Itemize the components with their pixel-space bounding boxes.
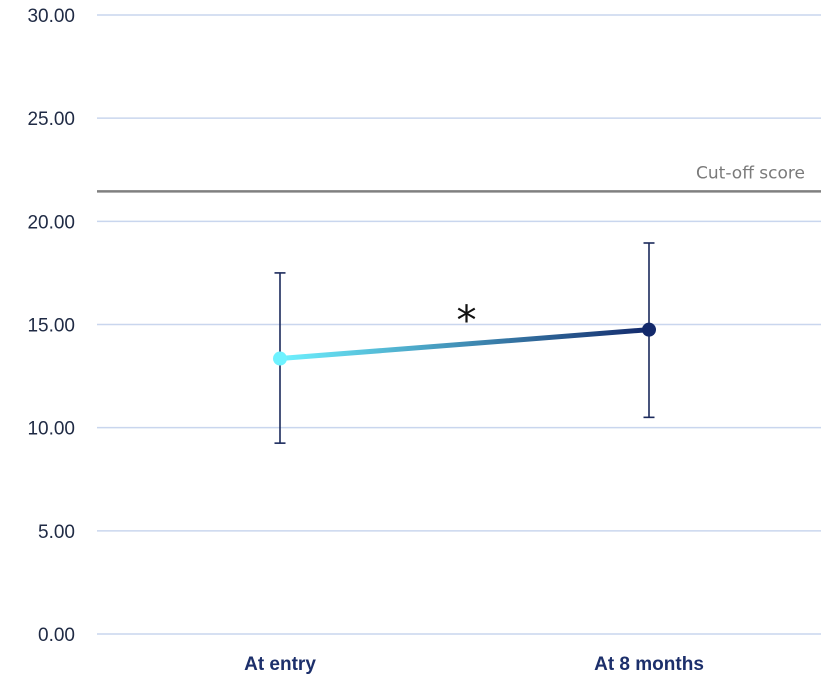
series-line <box>277 327 652 362</box>
annotation-group: * <box>457 298 477 344</box>
data-point-1 <box>642 322 656 337</box>
y-tick-label: 0.00 <box>38 625 75 646</box>
y-tick-label: 25.00 <box>27 109 75 130</box>
significance-asterisk: * <box>457 298 477 344</box>
gridlines <box>97 14 821 635</box>
y-axis-ticks: 0.00 5.00 10.00 15.00 20.00 25.00 30.00 <box>27 6 75 646</box>
cutoff-label: Cut-off score <box>696 163 805 183</box>
y-tick-label: 30.00 <box>27 6 75 27</box>
x-axis-categories: At entry At 8 months <box>244 654 704 675</box>
y-tick-label: 10.00 <box>27 419 75 440</box>
x-category-label: At entry <box>244 654 316 675</box>
reference-line-group: Cut-off score <box>97 163 821 193</box>
x-category-label: At 8 months <box>594 654 704 675</box>
y-tick-label: 15.00 <box>27 316 75 337</box>
y-tick-label: 20.00 <box>27 212 75 233</box>
y-tick-label: 5.00 <box>38 522 75 543</box>
data-point-0 <box>273 351 287 366</box>
series-group <box>273 322 656 366</box>
